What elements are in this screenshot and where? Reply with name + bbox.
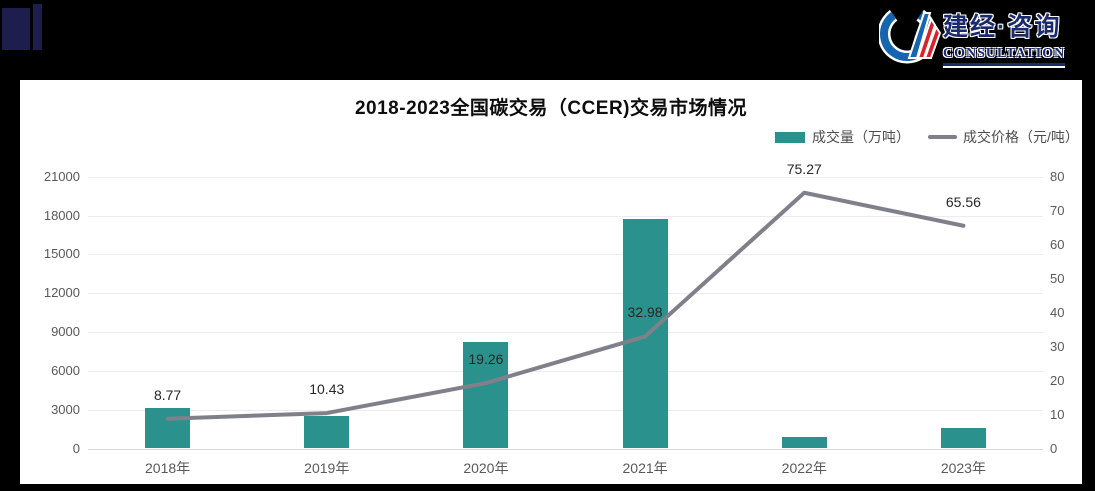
price-point-label: 32.98 bbox=[627, 304, 663, 321]
y-axis-left-tick-label: 9000 bbox=[51, 324, 80, 339]
y-axis-right-tick-label: 60 bbox=[1050, 236, 1065, 252]
price-point-label: 10.43 bbox=[309, 381, 345, 398]
x-axis-line bbox=[88, 448, 1043, 450]
gridline bbox=[88, 215, 1043, 217]
y-axis-left-tick-label: 18000 bbox=[43, 207, 80, 223]
legend-volume-label: 成交量（万吨） bbox=[812, 129, 910, 145]
header-accent-rect-large bbox=[2, 8, 30, 50]
x-axis-category-label: 2021年 bbox=[622, 460, 668, 476]
y-axis-right-tick-label: 80 bbox=[1050, 168, 1065, 184]
volume-bar bbox=[940, 427, 986, 449]
x-axis-category-label: 2023年 bbox=[940, 460, 986, 476]
gridline bbox=[88, 254, 1043, 256]
gridline bbox=[88, 176, 1043, 178]
y-axis-right-tick-label: 30 bbox=[1050, 338, 1065, 354]
logo-text-block: 建经·咨询 CONSULTATION bbox=[943, 7, 1085, 66]
y-axis-right-tick-label: 0 bbox=[1050, 440, 1058, 456]
gridline bbox=[88, 332, 1043, 333]
price-line bbox=[165, 190, 966, 421]
chart-legend: 成交量（万吨） 成交价格（元/吨） bbox=[775, 127, 1079, 147]
y-axis-right-tick-label: 50 bbox=[1050, 270, 1065, 286]
volume-bar bbox=[463, 342, 509, 449]
y-axis-right-tick-label: 20 bbox=[1050, 372, 1065, 388]
legend-volume-swatch-icon bbox=[775, 131, 805, 143]
y-axis-left-tick-label: 3000 bbox=[51, 401, 80, 417]
price-point-label: 75.27 bbox=[786, 160, 822, 177]
volume-bar bbox=[781, 436, 827, 449]
price-point-label: 8.77 bbox=[153, 386, 182, 403]
header-accent-rect-thin bbox=[33, 4, 42, 50]
x-axis-category-label: 2018年 bbox=[145, 460, 191, 476]
logo-brand-name: 建经·咨询 bbox=[943, 13, 1062, 41]
gridline bbox=[88, 370, 1043, 372]
chart-title: 2018-2023全国碳交易（CCER)交易市场情况 bbox=[354, 98, 748, 119]
y-axis-right-tick-label: 70 bbox=[1050, 202, 1065, 218]
y-axis-right-tick-label: 10 bbox=[1050, 406, 1065, 422]
logo-brand-subtitle: CONSULTATION bbox=[943, 46, 1066, 66]
price-point-label: 65.56 bbox=[945, 193, 981, 210]
legend-price-label: 成交价格（元/吨） bbox=[963, 129, 1079, 145]
y-axis-right-tick-label: 40 bbox=[1050, 304, 1065, 320]
y-axis-left-tick-label: 15000 bbox=[43, 246, 80, 262]
price-point-label: 19.26 bbox=[468, 351, 504, 368]
legend-price-swatch-icon bbox=[928, 135, 957, 139]
y-axis-left-tick-label: 6000 bbox=[51, 362, 80, 378]
x-axis-category-label: 2020年 bbox=[463, 460, 509, 476]
y-axis-left-tick-label: 12000 bbox=[43, 285, 80, 301]
logo-globe-icon bbox=[879, 4, 941, 64]
x-axis-category-label: 2022年 bbox=[781, 460, 827, 476]
volume-bar bbox=[145, 408, 191, 449]
gridline bbox=[88, 293, 1043, 295]
gridline bbox=[88, 409, 1043, 411]
y-axis-left-tick-label: 21000 bbox=[43, 168, 80, 184]
company-logo: 建经·咨询 CONSULTATION bbox=[879, 3, 1089, 66]
y-axis-left-tick-label: 0 bbox=[72, 440, 80, 456]
chart-panel: 2018-2023全国碳交易（CCER)交易市场情况 成交量（万吨） 成交价格（… bbox=[20, 80, 1082, 484]
volume-bar bbox=[304, 416, 350, 449]
x-axis-category-label: 2019年 bbox=[304, 460, 350, 476]
